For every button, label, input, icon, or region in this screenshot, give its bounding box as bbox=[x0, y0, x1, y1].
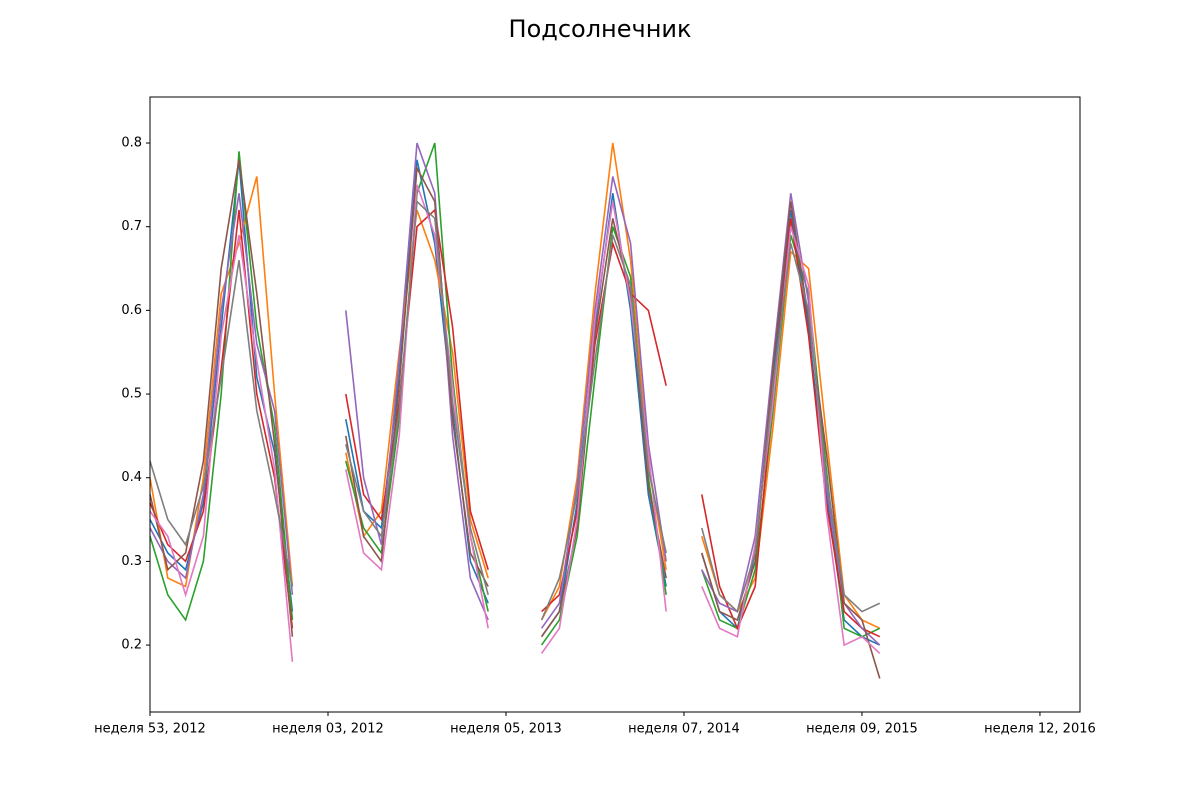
x-tick-label: неделя 09, 2015 bbox=[806, 722, 918, 737]
chart-title: Подсолнечник bbox=[509, 15, 692, 43]
y-tick-label: 0.2 bbox=[121, 638, 142, 653]
x-tick-label: неделя 12, 2016 bbox=[984, 722, 1096, 737]
plot-frame bbox=[149, 96, 1081, 713]
series-line bbox=[149, 159, 881, 679]
series-line bbox=[149, 208, 881, 638]
y-tick-label: 0.8 bbox=[121, 136, 142, 151]
x-tick-label: неделя 53, 2012 bbox=[94, 722, 206, 737]
series-line bbox=[149, 142, 881, 646]
y-tick-label: 0.5 bbox=[121, 387, 142, 402]
x-tick-label: неделя 03, 2012 bbox=[272, 722, 384, 737]
y-tick-label: 0.4 bbox=[121, 470, 142, 485]
x-tick-label: неделя 07, 2014 bbox=[628, 722, 740, 737]
x-tick-label: неделя 05, 2013 bbox=[450, 722, 562, 737]
y-tick-label: 0.3 bbox=[121, 554, 142, 569]
series-line bbox=[149, 184, 881, 662]
y-tick-label: 0.7 bbox=[121, 219, 142, 234]
y-tick-label: 0.6 bbox=[121, 303, 142, 318]
series-line bbox=[149, 159, 881, 646]
series-line bbox=[149, 199, 881, 621]
